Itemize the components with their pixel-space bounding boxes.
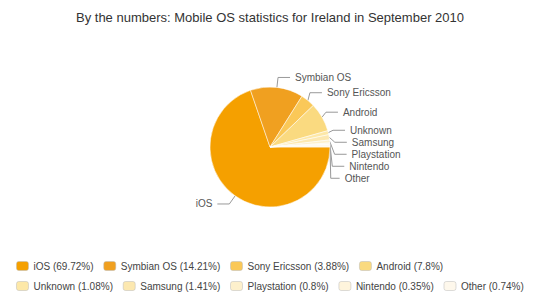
svg-text:Nintendo: Nintendo (349, 161, 389, 172)
svg-text:Symbian OS (14.21%): Symbian OS (14.21%) (121, 261, 221, 272)
svg-text:Samsung: Samsung (352, 137, 394, 148)
svg-text:By the numbers: Mobile OS stat: By the numbers: Mobile OS statistics for… (76, 10, 464, 25)
svg-text:Playstation: Playstation (352, 149, 401, 160)
svg-text:Playstation (0.8%): Playstation (0.8%) (247, 281, 328, 292)
svg-text:Sony Ericsson: Sony Ericsson (327, 87, 391, 98)
svg-text:Samsung (1.41%): Samsung (1.41%) (140, 281, 220, 292)
svg-text:Other (0.74%): Other (0.74%) (461, 281, 524, 292)
svg-text:Sony Ericsson (3.88%): Sony Ericsson (3.88%) (247, 261, 349, 272)
svg-text:Unknown: Unknown (350, 125, 392, 136)
svg-text:Unknown (1.08%): Unknown (1.08%) (33, 281, 112, 292)
svg-text:iOS: iOS (196, 198, 213, 209)
svg-text:Nintendo (0.35%): Nintendo (0.35%) (356, 281, 434, 292)
svg-text:Other: Other (345, 173, 371, 184)
svg-text:Android: Android (343, 107, 377, 118)
svg-text:Symbian OS: Symbian OS (295, 72, 351, 83)
svg-text:Android (7.8%): Android (7.8%) (376, 261, 443, 272)
svg-text:iOS (69.72%): iOS (69.72%) (33, 261, 93, 272)
